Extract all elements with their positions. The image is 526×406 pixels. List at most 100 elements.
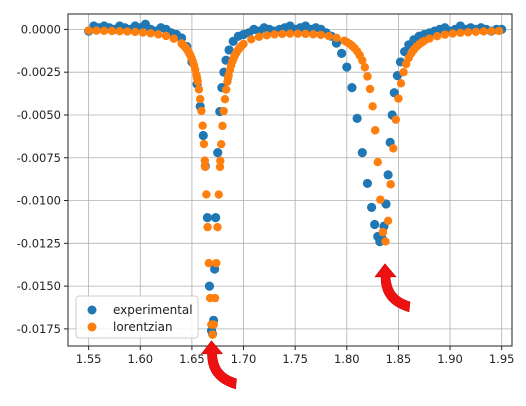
experimental-point [357, 148, 367, 158]
lorentzian-point [194, 85, 204, 94]
y-tick-label: 0.0000 [21, 22, 61, 36]
lorentzian-point [195, 94, 205, 104]
experimental-point [198, 130, 208, 141]
lorentzian-point [391, 115, 401, 124]
lorentzian-point [383, 216, 393, 226]
experimental-point [347, 82, 357, 93]
lorentzian-point [199, 139, 209, 149]
x-tick-label: 1.60 [127, 352, 153, 366]
lorentzian-point [200, 156, 210, 165]
lorentzian-point [223, 77, 232, 86]
lorentzian-point [218, 121, 227, 131]
red-arrow-1 [200, 340, 237, 390]
lorentzian-point [293, 29, 302, 38]
lorentzian-point [494, 26, 504, 36]
lorentzian-point [220, 95, 230, 104]
y-tick-label: -0.0150 [17, 279, 61, 293]
lorentzian-point [463, 28, 473, 37]
lorentzian-point [368, 102, 377, 111]
lorentzian-point [324, 31, 333, 41]
lorentzian-point [278, 29, 287, 39]
experimental-point [370, 219, 380, 230]
y-axis: 0.0000 -0.0025 -0.0050 -0.0075 -0.0100 -0.012… [17, 22, 68, 336]
lorentzian-point [138, 28, 148, 37]
lorentzian-point [154, 30, 163, 39]
x-axis: 1.55 1.60 1.65 1.70 1.75 1.80 1.85 1.90 1.95 [76, 346, 515, 366]
lorentzian-point [210, 293, 220, 303]
lorentzian-point [386, 180, 395, 189]
experimental-point [213, 148, 223, 158]
arrow-shape [200, 340, 237, 390]
x-tick-label: 1.95 [489, 352, 515, 366]
lorentzian-point [238, 40, 247, 50]
experimental-point [352, 113, 362, 123]
lorentzian-point [301, 29, 310, 39]
x-tick-label: 1.85 [386, 352, 412, 366]
lorentzian-point [365, 84, 375, 94]
experimental-point [342, 62, 352, 72]
x-tick-label: 1.70 [231, 352, 257, 366]
lorentzian-point [204, 258, 214, 268]
x-tick-label: 1.65 [179, 352, 205, 366]
y-tick-label: -0.0175 [17, 322, 61, 336]
lorentzian-point [432, 32, 442, 41]
lorentzian-point [216, 156, 225, 165]
y-tick-label: -0.0125 [17, 236, 61, 250]
lorentzian-point [456, 28, 465, 38]
lorentzian-point [373, 157, 382, 167]
lorentzian-point [193, 77, 202, 86]
lorentzian-point [192, 70, 201, 80]
lorentzian-point [363, 72, 372, 81]
lorentzian-point [130, 27, 140, 37]
lorentzian-point [92, 26, 101, 35]
lorentzian-point [214, 190, 223, 199]
lorentzian-point [270, 30, 279, 39]
experimental-point [202, 213, 212, 223]
lorentzian-point [115, 27, 124, 36]
legend: experimental lorentzian [75, 295, 199, 339]
lorentzian-point [213, 222, 222, 232]
red-arrow-2 [374, 263, 411, 313]
experimental-point [204, 281, 215, 291]
lorentzian-point [202, 190, 211, 199]
lorentzian-point [197, 106, 206, 116]
lorentzian-point [309, 30, 318, 39]
lorentzian-point [420, 36, 429, 46]
lorentzian-point [123, 27, 132, 36]
lorentzian-point [471, 27, 481, 36]
arrow-shape [374, 263, 411, 313]
lorentzian-point [396, 79, 406, 88]
lorentzian-point [389, 144, 398, 153]
legend-marker-experimental [87, 305, 97, 315]
legend-label-lorentzian: lorentzian [113, 320, 173, 334]
legend-box [75, 295, 199, 339]
legend-label-experimental: experimental [113, 303, 193, 317]
experimental-point [337, 48, 347, 58]
lorentzian-point [381, 237, 390, 246]
annotations [200, 263, 411, 390]
lorentzian-point [370, 126, 380, 135]
experimental-point [383, 170, 393, 180]
x-tick-label: 1.80 [334, 352, 360, 366]
lorentzian-point [376, 195, 385, 204]
lorentzian-point [208, 330, 217, 339]
x-tick-label: 1.55 [76, 352, 102, 366]
lorentzian-point [107, 26, 117, 36]
lorentzian-point [198, 121, 207, 130]
lorentzian-point [247, 35, 256, 44]
lorentzian-point [360, 63, 370, 72]
lorentzian-point [99, 26, 109, 35]
lorentzian-point [394, 94, 403, 103]
experimental-point [362, 178, 373, 189]
lorentzian-point [487, 26, 496, 36]
lorentzian-point [285, 29, 295, 38]
lorentzian-point [332, 33, 341, 42]
lorentzian-point [378, 227, 388, 237]
experimental-point [224, 45, 234, 55]
lorentzian-point [219, 106, 228, 116]
lorentzian-point [448, 29, 457, 38]
lorentzian-point [262, 31, 271, 40]
experimental-point [366, 202, 377, 212]
